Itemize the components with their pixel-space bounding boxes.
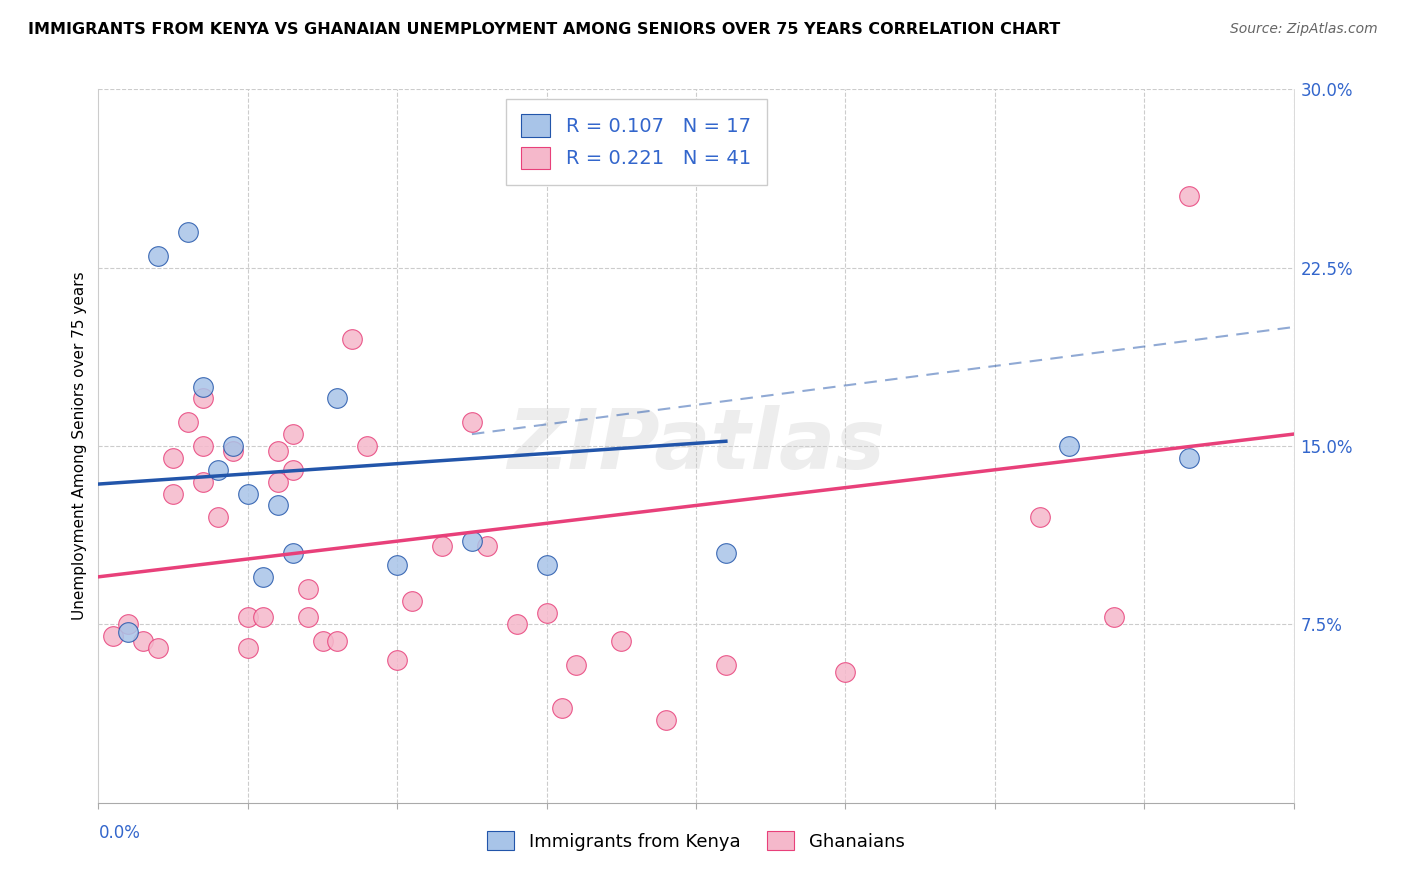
Point — [430, 539, 453, 553]
Point — [297, 582, 319, 596]
Point — [1059, 439, 1081, 453]
Point — [475, 539, 498, 553]
Point — [356, 439, 378, 453]
Point — [177, 225, 200, 239]
Point — [536, 558, 558, 572]
Point — [281, 427, 304, 442]
Point — [191, 475, 214, 489]
Point — [326, 392, 349, 406]
Point — [236, 641, 259, 656]
Point — [385, 558, 409, 572]
Point — [1178, 450, 1201, 465]
Point — [252, 570, 274, 584]
Point — [191, 379, 214, 393]
Point — [162, 486, 184, 500]
Point — [550, 700, 572, 714]
Point — [536, 606, 558, 620]
Point — [162, 450, 184, 465]
Point — [207, 463, 229, 477]
Point — [506, 617, 529, 632]
Point — [267, 443, 290, 458]
Y-axis label: Unemployment Among Seniors over 75 years: Unemployment Among Seniors over 75 years — [72, 272, 87, 620]
Point — [267, 475, 290, 489]
Point — [236, 610, 259, 624]
Point — [834, 665, 856, 679]
Text: 0.0%: 0.0% — [98, 824, 141, 842]
Point — [191, 392, 214, 406]
Point — [326, 634, 349, 648]
Point — [117, 624, 139, 639]
Point — [148, 641, 170, 656]
Point — [565, 657, 588, 672]
Point — [461, 534, 484, 549]
Point — [342, 332, 364, 346]
Point — [297, 610, 319, 624]
Point — [207, 510, 229, 524]
Point — [177, 415, 200, 429]
Point — [267, 499, 290, 513]
Point — [385, 653, 409, 667]
Point — [610, 634, 633, 648]
Point — [117, 617, 139, 632]
Point — [1028, 510, 1050, 524]
Point — [148, 249, 170, 263]
Text: Source: ZipAtlas.com: Source: ZipAtlas.com — [1230, 22, 1378, 37]
Point — [714, 546, 737, 560]
Point — [281, 546, 304, 560]
Legend: R = 0.107   N = 17, R = 0.221   N = 41: R = 0.107 N = 17, R = 0.221 N = 41 — [506, 99, 766, 185]
Text: IMMIGRANTS FROM KENYA VS GHANAIAN UNEMPLOYMENT AMONG SENIORS OVER 75 YEARS CORRE: IMMIGRANTS FROM KENYA VS GHANAIAN UNEMPL… — [28, 22, 1060, 37]
Point — [1102, 610, 1125, 624]
Point — [236, 486, 259, 500]
Point — [222, 443, 245, 458]
Point — [714, 657, 737, 672]
Point — [311, 634, 333, 648]
Point — [132, 634, 155, 648]
Point — [401, 593, 423, 607]
Point — [461, 415, 484, 429]
Point — [103, 629, 125, 643]
Point — [1178, 189, 1201, 203]
Text: ZIPatlas: ZIPatlas — [508, 406, 884, 486]
Point — [281, 463, 304, 477]
Point — [252, 610, 274, 624]
Point — [191, 439, 214, 453]
Point — [222, 439, 245, 453]
Point — [655, 713, 678, 727]
